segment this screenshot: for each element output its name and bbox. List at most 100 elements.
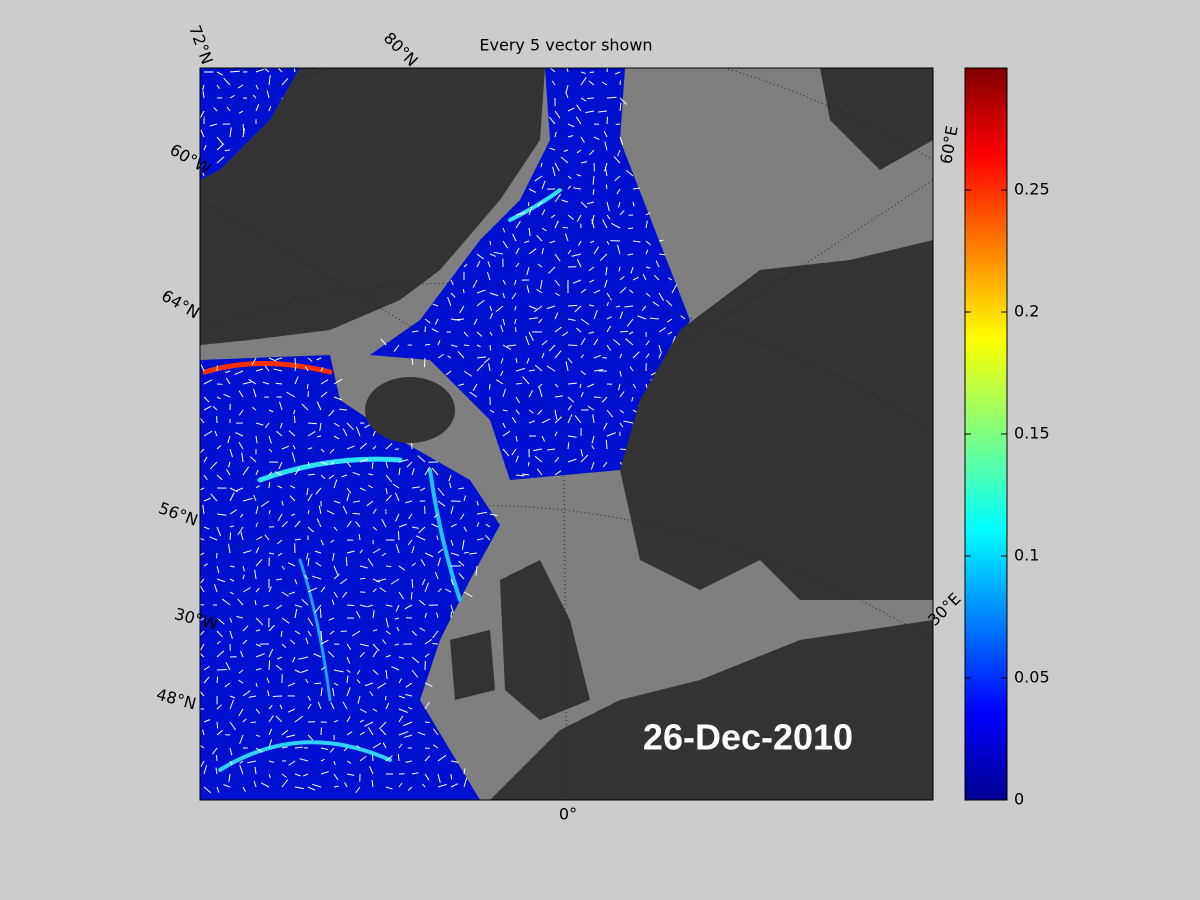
vector bbox=[216, 396, 221, 400]
vector bbox=[237, 598, 244, 606]
vector bbox=[380, 338, 387, 346]
vector bbox=[294, 773, 301, 777]
vector bbox=[398, 708, 408, 713]
vector bbox=[632, 383, 637, 389]
vector bbox=[515, 367, 526, 372]
vector bbox=[379, 728, 387, 736]
vector bbox=[575, 116, 582, 125]
vector bbox=[567, 405, 573, 411]
vector bbox=[398, 731, 409, 736]
vector bbox=[437, 557, 441, 567]
vector bbox=[385, 442, 393, 450]
vector bbox=[242, 574, 245, 580]
vector bbox=[320, 630, 323, 641]
vector bbox=[599, 253, 608, 261]
vector bbox=[216, 704, 223, 710]
vector bbox=[473, 318, 478, 326]
vector bbox=[417, 455, 426, 463]
vector bbox=[239, 734, 244, 745]
vector bbox=[606, 301, 610, 307]
vector bbox=[576, 104, 582, 112]
vector bbox=[511, 448, 517, 456]
vector bbox=[359, 643, 369, 647]
vector bbox=[384, 695, 387, 701]
vector bbox=[307, 461, 311, 467]
vector bbox=[567, 435, 577, 438]
vector bbox=[359, 731, 365, 736]
vector bbox=[268, 704, 273, 710]
vector bbox=[224, 682, 231, 688]
vector bbox=[216, 526, 222, 537]
vector bbox=[249, 456, 257, 463]
vector bbox=[601, 81, 608, 86]
vector bbox=[419, 627, 426, 632]
vector bbox=[352, 471, 361, 476]
vector bbox=[200, 643, 205, 651]
vector bbox=[254, 600, 257, 606]
vector bbox=[268, 471, 273, 476]
vector bbox=[458, 305, 465, 314]
vector bbox=[547, 448, 556, 451]
vector bbox=[216, 578, 226, 583]
vector bbox=[617, 149, 621, 157]
vector bbox=[305, 637, 309, 645]
vector bbox=[406, 461, 413, 468]
vector bbox=[576, 149, 582, 154]
vector bbox=[641, 305, 647, 311]
vector bbox=[200, 162, 205, 168]
vector bbox=[496, 379, 504, 385]
vector bbox=[316, 357, 322, 361]
vector bbox=[424, 682, 433, 687]
vector bbox=[379, 587, 387, 593]
vector bbox=[407, 786, 413, 791]
vector bbox=[624, 305, 634, 308]
vector bbox=[255, 84, 259, 90]
vector bbox=[493, 251, 504, 255]
vector bbox=[625, 169, 634, 177]
vector bbox=[319, 422, 322, 432]
vector bbox=[385, 654, 391, 658]
vector bbox=[432, 303, 439, 307]
vector bbox=[593, 369, 604, 372]
vector bbox=[463, 344, 470, 347]
vector bbox=[215, 552, 218, 559]
vector bbox=[566, 68, 569, 73]
vector bbox=[328, 409, 335, 417]
vector bbox=[223, 77, 231, 86]
vector bbox=[333, 785, 339, 788]
vector bbox=[458, 487, 465, 490]
vector bbox=[229, 630, 233, 639]
vector bbox=[411, 630, 417, 636]
vector bbox=[549, 240, 556, 244]
vector bbox=[619, 311, 624, 320]
vector bbox=[424, 343, 431, 346]
vector bbox=[255, 68, 264, 73]
colorbar-tick-label: 0.15 bbox=[1014, 424, 1050, 443]
lon-label: 60°E bbox=[936, 124, 961, 165]
vector bbox=[502, 430, 511, 437]
vector bbox=[606, 292, 613, 301]
vector bbox=[329, 448, 335, 454]
vector bbox=[238, 679, 244, 684]
vector bbox=[238, 110, 244, 114]
vector bbox=[307, 431, 316, 437]
vector bbox=[506, 344, 517, 347]
vector bbox=[658, 327, 667, 333]
vector bbox=[229, 525, 235, 528]
axes-frame bbox=[199, 67, 934, 801]
vector bbox=[629, 289, 634, 294]
vector bbox=[215, 754, 218, 762]
vector bbox=[263, 604, 270, 607]
vector bbox=[304, 366, 309, 372]
lat-label: 48°N bbox=[154, 685, 198, 714]
vector bbox=[475, 565, 478, 576]
vector bbox=[605, 184, 608, 190]
vector bbox=[222, 598, 231, 606]
vector bbox=[554, 431, 558, 437]
vector bbox=[637, 315, 647, 320]
vector bbox=[573, 187, 582, 190]
vector bbox=[236, 616, 244, 619]
vector bbox=[237, 84, 244, 89]
vector bbox=[591, 435, 595, 444]
vector bbox=[320, 758, 325, 762]
